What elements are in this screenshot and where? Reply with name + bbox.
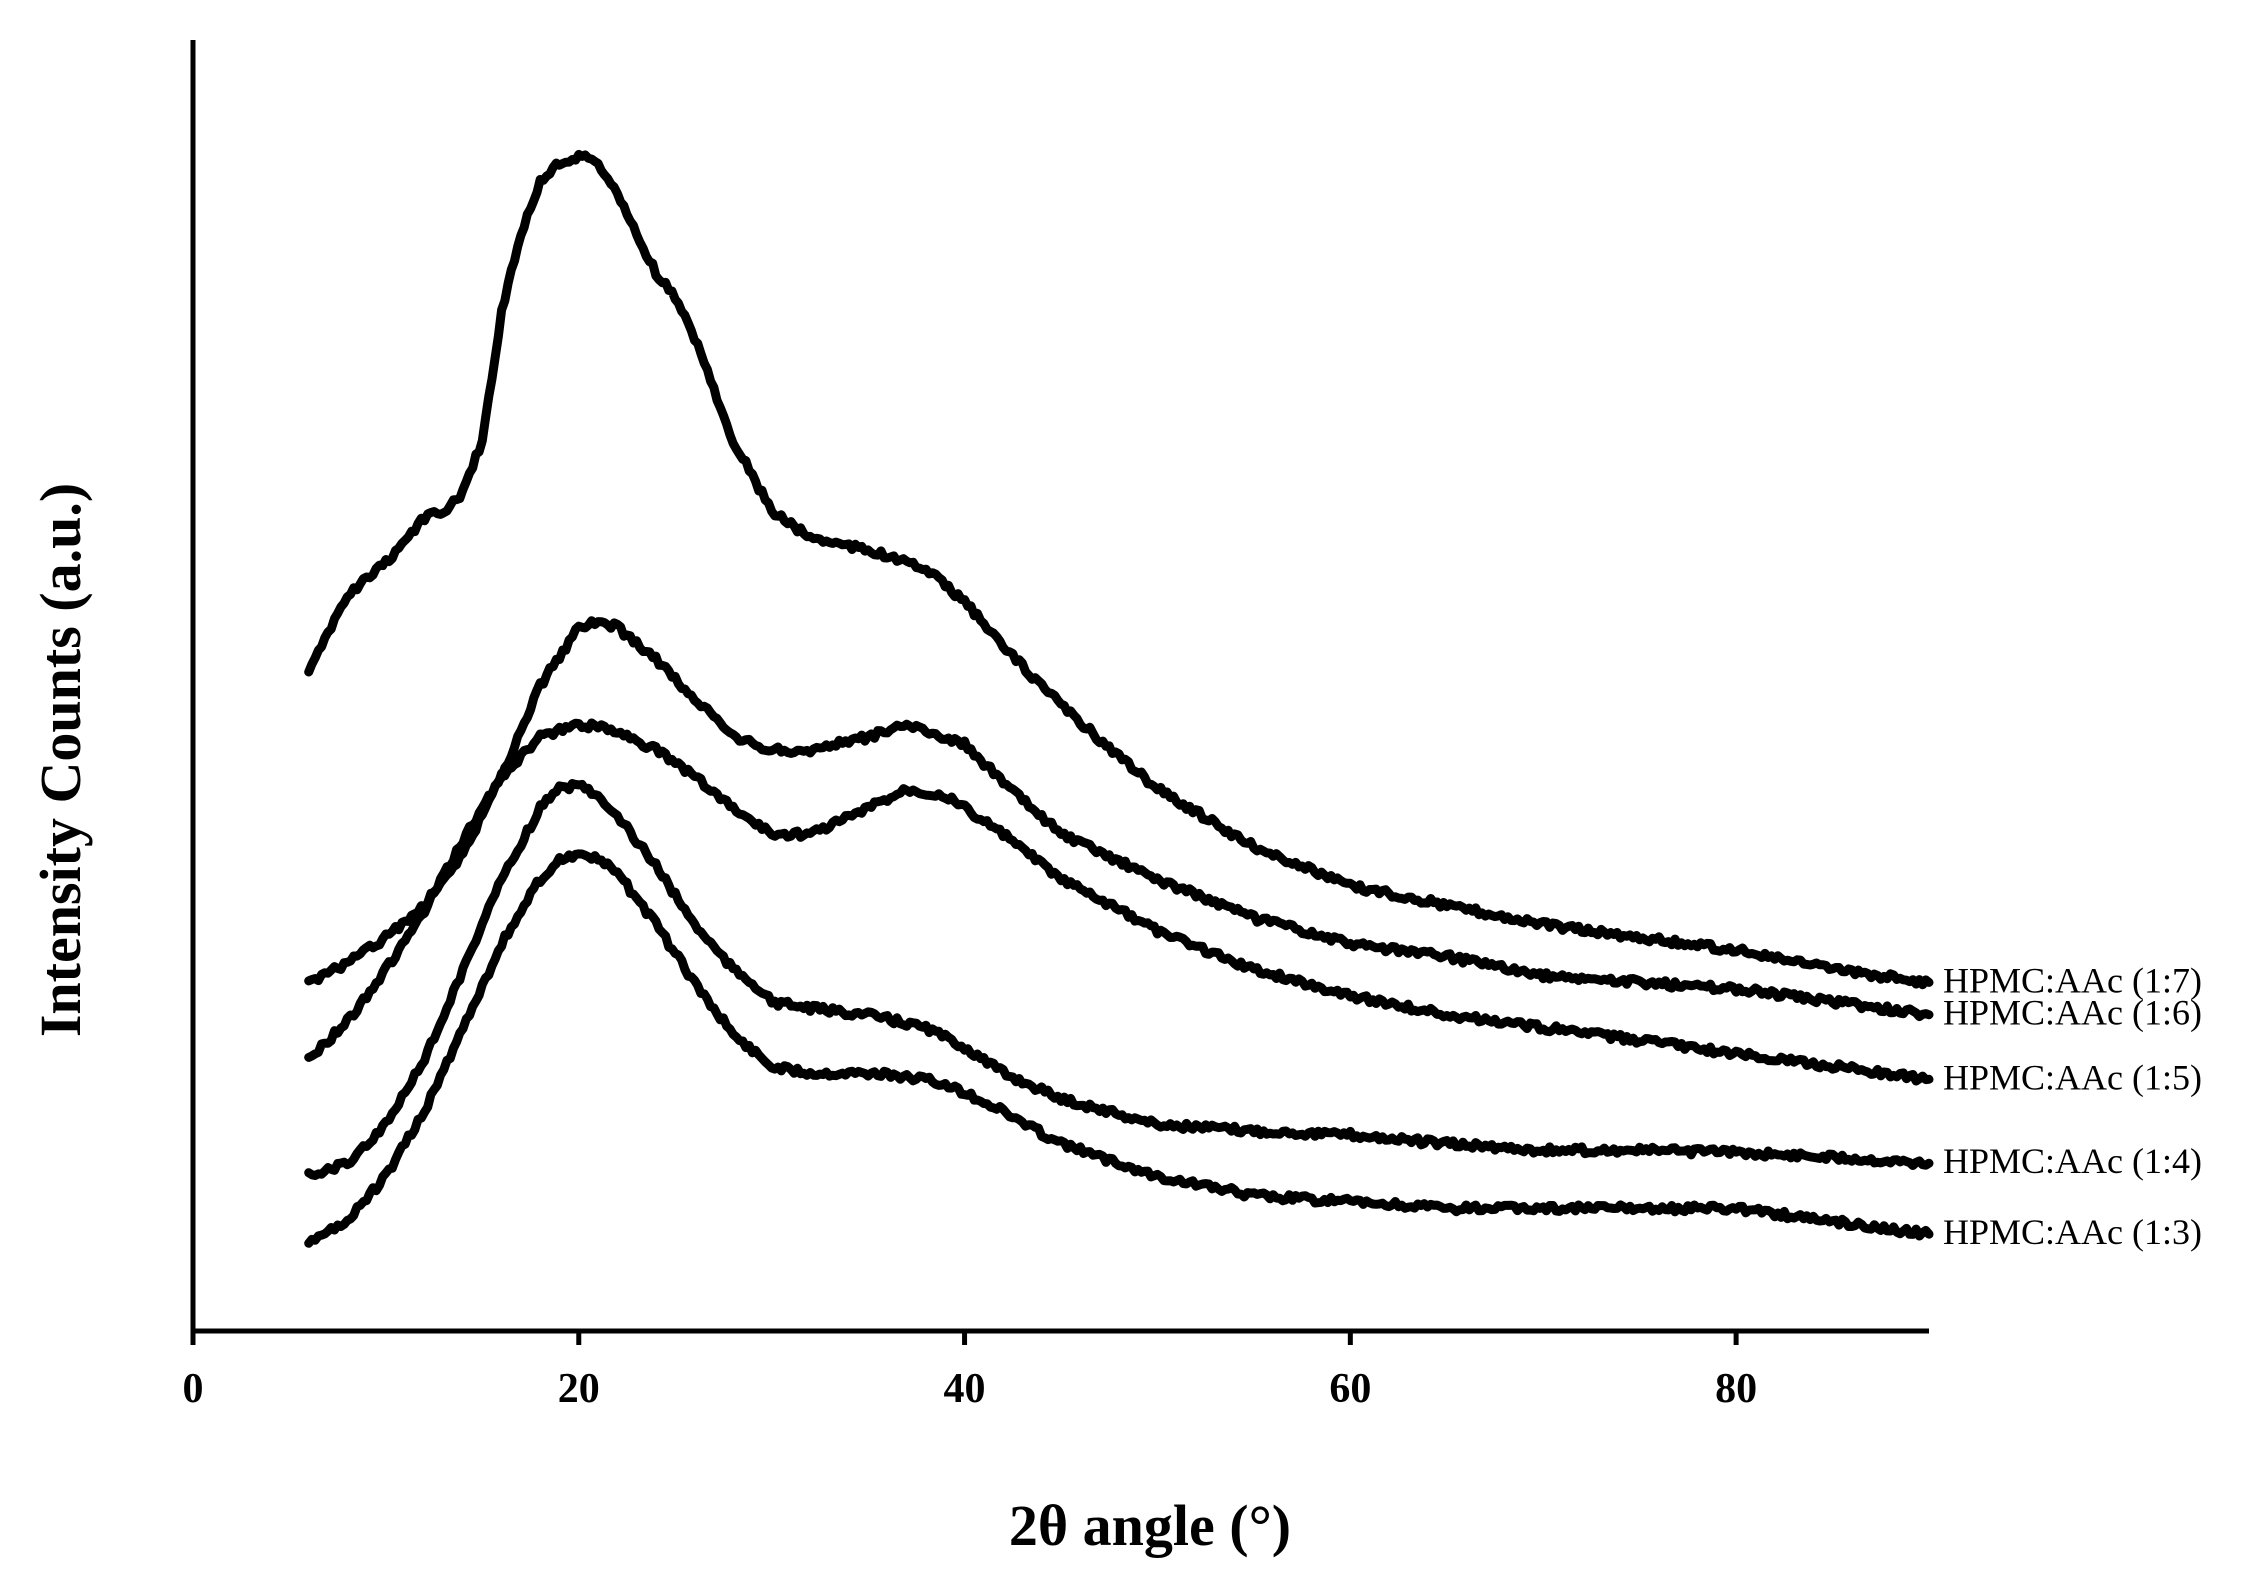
series-label: HPMC:AAc (1:5): [1943, 1057, 2202, 1097]
x-tick-label: 40: [944, 1366, 986, 1412]
series-label: HPMC:AAc (1:7): [1943, 960, 2202, 1000]
series-label: HPMC:AAc (1:6): [1943, 993, 2202, 1033]
series-trace: [304, 718, 1934, 1086]
x-axis-title: 2θ angle (°): [1009, 1493, 1291, 1558]
x-tick-label: 0: [183, 1366, 204, 1412]
traces: [304, 149, 1934, 1248]
series-trace: [304, 849, 1934, 1248]
x-tick-label: 20: [558, 1366, 600, 1412]
x-ticks: 0 20 40 60 80: [183, 1331, 1757, 1412]
series-trace: [304, 149, 1934, 990]
y-axis-title: Intensity Counts (a.u.): [28, 483, 93, 1037]
x-tick-label: 80: [1715, 1366, 1757, 1412]
series-labels: HPMC:AAc (1:7)HPMC:AAc (1:6) HPMC:AAc (1:…: [1943, 960, 2202, 1252]
series-trace: [304, 779, 1934, 1180]
series-label: HPMC:AAc (1:3): [1943, 1212, 2202, 1252]
series-trace: [304, 616, 1934, 1022]
x-tick-label: 60: [1329, 1366, 1371, 1412]
series-label: HPMC:AAc (1:4): [1943, 1141, 2202, 1181]
